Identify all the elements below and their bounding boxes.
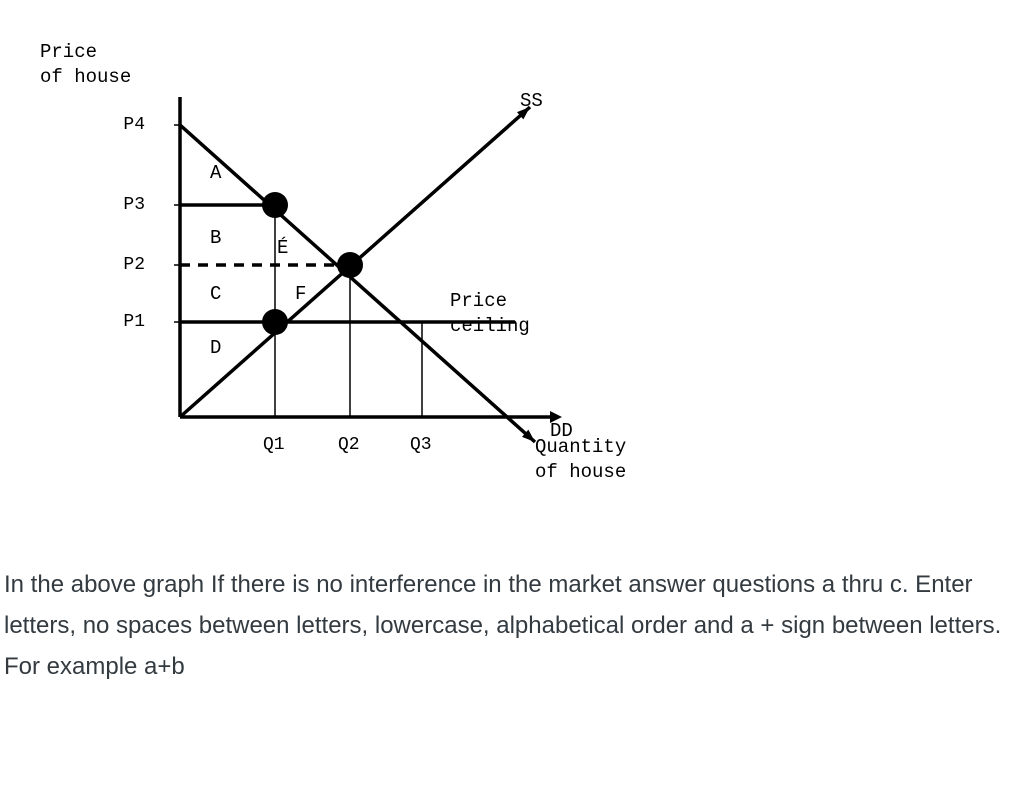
region-label: F: [295, 283, 306, 305]
y-tick-label: P3: [105, 195, 145, 215]
x-tick-label: Q1: [263, 435, 285, 455]
y-axis-title-text: Priceof house: [40, 41, 131, 88]
y-axis-title: Priceof house: [40, 40, 131, 89]
x-tick-label: Q2: [338, 435, 360, 455]
question-text: In the above graph If there is no interf…: [0, 565, 1024, 687]
price-ceiling-label: Priceceiling: [450, 289, 530, 338]
region-label: É: [277, 237, 288, 259]
chart-area: Priceof house P4P3P2P1 Q1Q2Q3 ABÉCFD SS …: [50, 35, 670, 505]
y-tick-label: P2: [105, 255, 145, 275]
region-label: B: [210, 227, 221, 249]
region-label: A: [210, 162, 221, 184]
x-tick-label: Q3: [410, 435, 432, 455]
y-tick-label: P1: [105, 312, 145, 332]
supply-curve-label: SS: [520, 90, 543, 112]
x-axis-title: Quantityof house: [535, 435, 626, 484]
chart-svg: [150, 97, 580, 457]
region-label: D: [210, 337, 221, 359]
y-tick-label: P4: [105, 115, 145, 135]
region-label: C: [210, 283, 221, 305]
